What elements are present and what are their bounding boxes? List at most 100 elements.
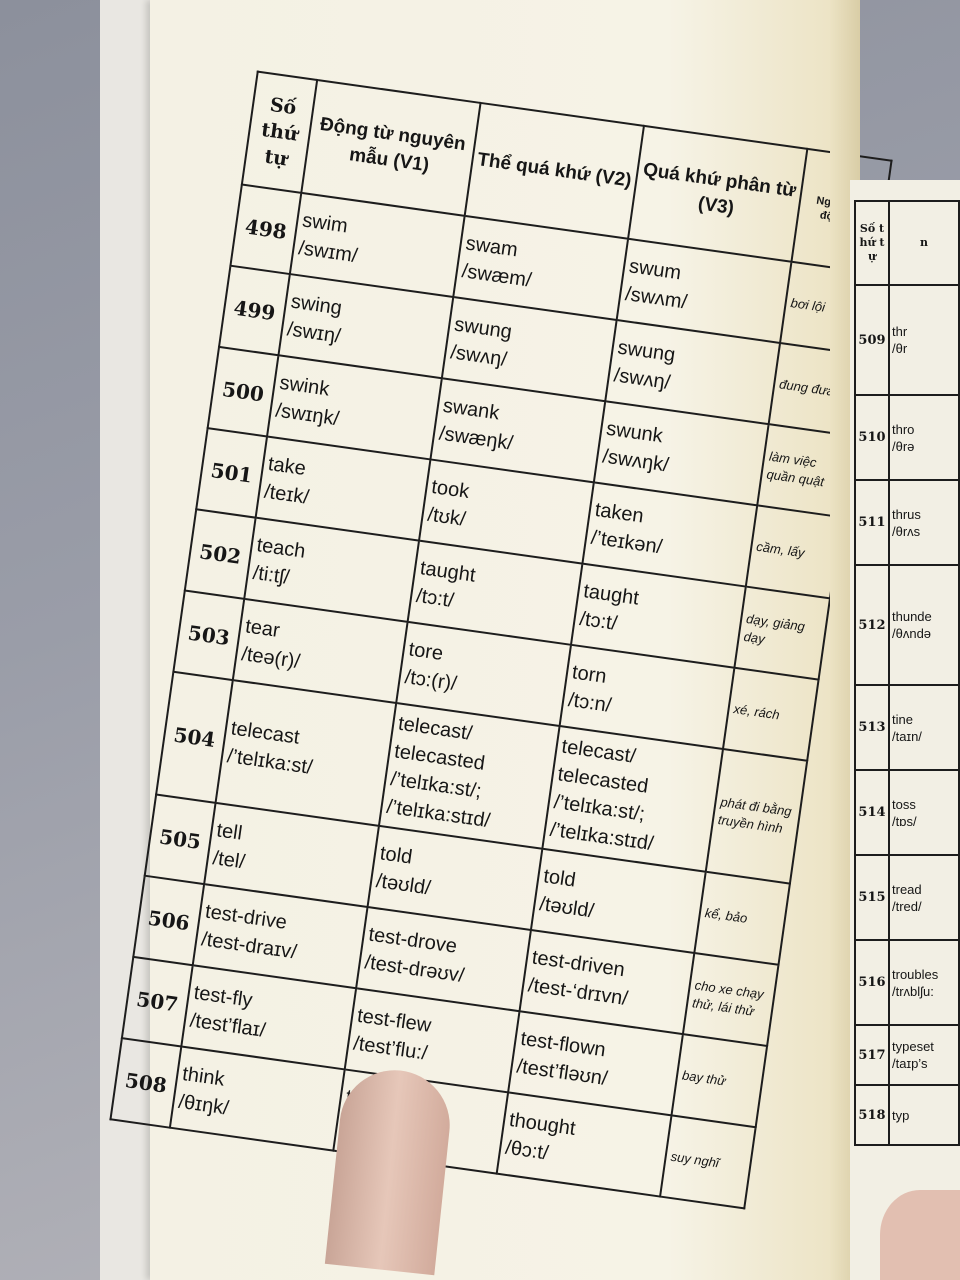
verb-v1: typeset/taɪp’s (888, 1024, 960, 1086)
row-number: 514 (854, 769, 890, 856)
word-text: thunde (892, 609, 932, 624)
row-number: 518 (854, 1084, 890, 1146)
verb-meaning: bay thử (671, 1034, 768, 1128)
verb-v1: toss/tɒs/ (888, 769, 960, 856)
word-text: toss (892, 796, 916, 812)
word-text: typeset (892, 1039, 934, 1054)
verb-meaning: kể, bảo (694, 871, 790, 965)
verb-meaning: phát đi bằng truyền hình (705, 748, 808, 884)
word-text: 507 (134, 986, 180, 1017)
row-number: 511 (854, 479, 890, 566)
table-row: 509 thr/θr (854, 284, 960, 396)
word-text: 509 (858, 332, 886, 348)
header-v2: Thể quá khứ (V2) (464, 102, 644, 239)
table-row: 510 thro/θrə (854, 394, 960, 481)
table-row: 516 troubles/trʌblʃu: (854, 939, 960, 1026)
ipa-text: /θr (892, 341, 908, 356)
verb-v1: tine/taɪn/ (888, 684, 960, 771)
verb-v1: thr/θr (888, 284, 960, 396)
word-text: 504 (172, 722, 217, 753)
ipa-text: /θrə (892, 438, 915, 454)
header-number: Số thứ tự (854, 200, 890, 286)
word-text: 516 (858, 975, 886, 990)
row-number: 517 (854, 1024, 890, 1086)
word-text: 513 (858, 720, 886, 735)
word-text: 501 (209, 458, 254, 488)
header-v3: Quá khứ phân từ (V3) (628, 125, 808, 262)
table-row: 513 tine/taɪn/ (854, 684, 960, 771)
verb-v1: troubles/trʌblʃu: (888, 939, 960, 1026)
word-text: thro (892, 421, 915, 437)
word-text: phát đi bằng truyền hình (717, 794, 793, 836)
verb-meaning: cầm, lấy (745, 505, 842, 599)
word-text: 500 (220, 376, 266, 407)
verb-v1: thrus/θrʌs (888, 479, 960, 566)
word-text: suy nghĩ (669, 1148, 720, 1171)
word-text: 518 (858, 1107, 886, 1123)
word-text: cho xe chạy thử, lái thử (691, 977, 765, 1019)
ipa-text: /trʌblʃu: (892, 983, 934, 999)
table-header-row: Số thứ tự n (854, 200, 960, 286)
ipa-text: /tred/ (892, 898, 922, 914)
row-number: 512 (854, 564, 890, 686)
word-text: 506 (146, 905, 192, 936)
verb-meaning: xé, rách (722, 667, 819, 761)
table-row: 518 typ (854, 1084, 960, 1146)
verb-v1: thro/θrə (888, 394, 960, 481)
word-text: tread (892, 881, 922, 897)
ipa-text: /θrʌs (892, 523, 921, 539)
word-text: tine (892, 711, 913, 727)
word-text: 512 (858, 617, 886, 633)
right-page: Số thứ tự n 509 thr/θr 510 thro/θrə 511 thrus… (850, 180, 960, 1280)
verb-v2: telecast/ telecasted/’telɪka:st/; /’telɪ… (378, 703, 560, 849)
word-text: 508 (123, 1068, 169, 1098)
row-number: 510 (854, 394, 890, 481)
ipa-text: /taɪn/ (892, 728, 922, 744)
hand (880, 1190, 960, 1280)
ipa-text: /taɪp’s (892, 1056, 928, 1071)
word-text: 503 (186, 620, 232, 651)
word-text: dạy, giảng dạy (742, 611, 806, 647)
ipa-text: /θʌndə (892, 626, 932, 641)
row-number: 513 (854, 684, 890, 771)
word-text: thrus (892, 506, 921, 522)
verb-meaning: dạy, giảng dạy (734, 586, 830, 680)
verb-v1: typ (888, 1084, 960, 1146)
table-row: 514 toss/tɒs/ (854, 769, 960, 856)
table-row: 515 tread/tred/ (854, 854, 960, 941)
word-text: 510 (858, 430, 886, 445)
ipa-text: /tɒs/ (892, 813, 917, 829)
table-row: 511 thrus/θrʌs (854, 479, 960, 566)
word-text: 502 (197, 539, 243, 569)
table-row: 517 typeset/taɪp’s (854, 1024, 960, 1086)
word-text: typ (892, 1107, 910, 1123)
left-page: Số thứ tự Động từ nguyên mẫu (V1) Thể qu… (110, 0, 892, 1280)
verb-v1: tread/tred/ (888, 854, 960, 941)
word-text: troubles (892, 966, 939, 982)
word-text: 515 (858, 890, 886, 905)
word-text: 505 (157, 824, 203, 855)
word-text: kể, bảo (704, 905, 749, 926)
word-text: 498 (243, 214, 289, 245)
word-text: 514 (858, 805, 886, 820)
word-text: cầm, lấy (755, 538, 806, 561)
row-number: 516 (854, 939, 890, 1026)
right-verb-table: Số thứ tự n 509 thr/θr 510 thro/θrə 511 thrus… (854, 200, 960, 1146)
verb-v3: telecast/ telecasted/’telɪka:st/; /’telɪ… (542, 725, 723, 872)
word-text: xé, rách (732, 701, 781, 723)
verb-meaning: cho xe chạy thử, lái thử (682, 952, 779, 1046)
row-number: 515 (854, 854, 890, 941)
word-text: bay thử (681, 1067, 727, 1089)
word-text: 499 (232, 295, 277, 326)
word-text: 511 (858, 515, 886, 530)
verb-v1: telecast/’telɪka:st/ (215, 680, 397, 826)
word-text: 517 (858, 1047, 886, 1063)
table-row: 512 thunde/θʌndə (854, 564, 960, 686)
word-text: thr (892, 324, 908, 339)
verb-meaning: suy nghĩ (660, 1115, 756, 1209)
verb-table: Số thứ tự Động từ nguyên mẫu (V1) Thể qu… (109, 70, 892, 1209)
header-v1: n (888, 200, 960, 286)
verb-v1: thunde/θʌndə (888, 564, 960, 686)
row-number: 509 (854, 284, 890, 396)
header-v1: Động từ nguyên mẫu (V1) (301, 79, 481, 216)
